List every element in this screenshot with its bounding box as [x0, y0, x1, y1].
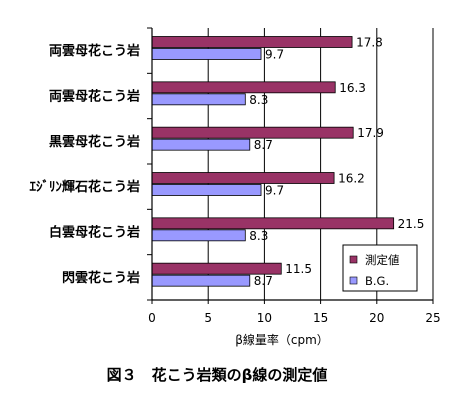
data-label-measured: 11.5 [285, 262, 312, 276]
data-label-measured: 16.3 [339, 81, 366, 95]
x-tick-label: 0 [148, 311, 156, 325]
data-label-measured: 21.5 [398, 217, 425, 231]
x-tick-label: 20 [369, 311, 384, 325]
legend-label-measured: 測定値 [365, 253, 400, 267]
x-tick-label: 25 [425, 311, 440, 325]
bar-measured [151, 126, 354, 139]
bar-measured [151, 36, 353, 48]
data-label-background: 8.7 [254, 138, 273, 152]
category-label: 黒雲母花こう岩 [49, 134, 140, 150]
legend-label-background: B.G. [365, 274, 389, 288]
legend: 測定値 B.G. [342, 244, 418, 292]
data-label-background: 8.7 [254, 274, 273, 288]
bar-measured [151, 81, 336, 94]
data-label-background: 9.7 [265, 48, 284, 62]
x-tick-labels: 0 5 10 15 20 25 [148, 311, 440, 325]
data-label-measured: 17.8 [356, 36, 383, 50]
bar-background [151, 93, 246, 106]
category-label: 両雲母花こう岩 [49, 43, 140, 59]
bar-measured [151, 262, 282, 275]
x-tick-label: 5 [204, 311, 212, 325]
bar-background [151, 184, 262, 196]
figure-caption: 図３ 花こう岩類のβ線の測定値 [107, 366, 328, 384]
x-tick-label: 10 [257, 311, 272, 325]
axes [147, 27, 434, 304]
bar-background [151, 48, 262, 60]
bar-measured [151, 172, 335, 184]
x-axis-title: β線量率（cpm） [235, 332, 329, 347]
bar-background [151, 138, 251, 151]
legend-swatch-background [349, 276, 358, 285]
category-label: 閃雲花こう岩 [62, 270, 140, 286]
x-tick-label: 15 [313, 311, 328, 325]
category-label: 両雲母花こう岩 [49, 89, 140, 105]
data-label-measured: 16.2 [338, 172, 365, 186]
data-label-background: 9.7 [265, 184, 284, 198]
bar-background [151, 274, 251, 287]
bar-measured [151, 217, 395, 230]
bars [151, 36, 395, 287]
data-labels: 17.8 9.7 16.3 8.3 17.9 8.7 16.2 9.7 21.5 8.3 11.5 8… [249, 36, 424, 289]
bar-background [151, 229, 246, 242]
category-label: 白雲母花こう岩 [49, 225, 140, 241]
data-label-background: 8.3 [249, 229, 268, 243]
category-label: ｴｼﾞﾘﾝ輝石花こう岩 [29, 179, 140, 195]
legend-swatch-measured [349, 255, 358, 264]
data-label-background: 8.3 [249, 93, 268, 107]
data-label-measured: 17.9 [357, 126, 384, 140]
